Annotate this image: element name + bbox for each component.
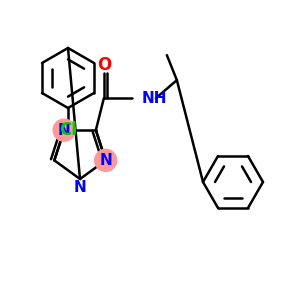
Text: N: N xyxy=(99,153,112,168)
Circle shape xyxy=(53,119,75,141)
Text: N: N xyxy=(58,123,70,138)
Text: NH: NH xyxy=(142,91,167,106)
Circle shape xyxy=(95,149,117,171)
Text: N: N xyxy=(74,180,86,195)
Text: Cl: Cl xyxy=(59,121,77,139)
Text: O: O xyxy=(97,56,111,74)
